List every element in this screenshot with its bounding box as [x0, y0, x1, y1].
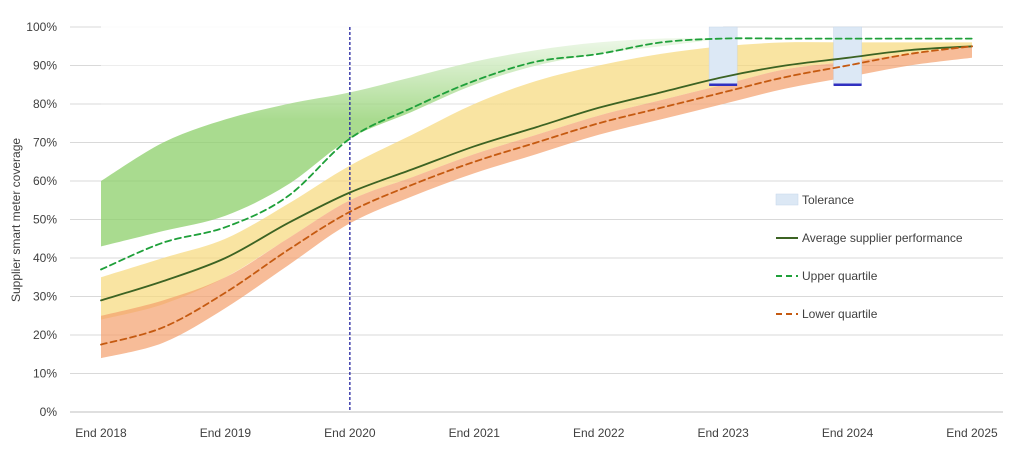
- tolerance-ranges: [708, 26, 862, 86]
- x-tick-label: End 2022: [573, 426, 625, 440]
- axes: 0% 10% 20% 30% 40% 50% 60% 70% 80% 90% 100% End 201…: [26, 20, 1003, 440]
- y-tick-label: 10%: [33, 367, 57, 381]
- average-range-band: [101, 42, 972, 320]
- y-tick-label: 80%: [33, 97, 57, 111]
- legend-swatch-tolerance: [775, 193, 799, 206]
- y-tick-label: 20%: [33, 328, 57, 342]
- lower-range-band: [101, 46, 972, 359]
- x-tick-label: End 2021: [449, 426, 501, 440]
- y-tick-label: 50%: [33, 213, 57, 227]
- x-tick-label: End 2025: [946, 426, 998, 440]
- y-tick-label: 70%: [33, 136, 57, 150]
- tolerance-bar: [833, 26, 862, 85]
- y-tick-label: 60%: [33, 174, 57, 188]
- x-tick-label: End 2024: [822, 426, 874, 440]
- series-lines: [100, 37, 973, 346]
- x-tick-label: End 2023: [697, 426, 749, 440]
- upper-quartile-line: [100, 37, 973, 271]
- y-tick-label: 40%: [33, 251, 57, 265]
- lower-quartile-line: [100, 45, 973, 346]
- y-axis-title: Supplier smart meter coverage: [9, 138, 23, 302]
- average-supplier-performance-line: [100, 45, 973, 302]
- legend-label-tolerance: Tolerance: [802, 193, 854, 207]
- x-tick-label: End 2019: [200, 426, 252, 440]
- y-tick-label: 90%: [33, 59, 57, 73]
- y-tick-label: 100%: [26, 20, 57, 34]
- legend: Tolerance Average supplier performance Upp…: [775, 193, 963, 321]
- y-tick-label: 0%: [40, 405, 58, 419]
- x-tick-label: End 2018: [75, 426, 127, 440]
- range-bands: [101, 22, 972, 359]
- tolerance-bar: [708, 26, 738, 85]
- legend-label-lower: Lower quartile: [802, 307, 878, 321]
- x-tick-label: End 2020: [324, 426, 376, 440]
- legend-label-upper: Upper quartile: [802, 269, 878, 283]
- legend-label-average: Average supplier performance: [802, 231, 963, 245]
- y-tick-label: 30%: [33, 290, 57, 304]
